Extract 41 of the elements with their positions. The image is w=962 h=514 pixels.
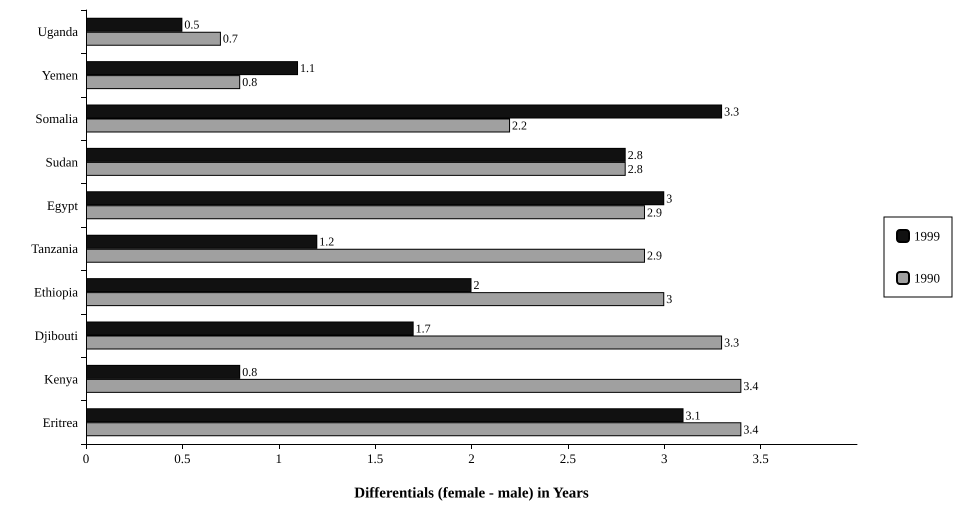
y-tick-label: Djibouti — [34, 328, 78, 343]
x-tick-label: 0.5 — [174, 451, 190, 466]
x-tick-label: 3 — [661, 451, 668, 466]
data-label: 0.8 — [242, 75, 258, 90]
data-label: 3 — [666, 292, 672, 306]
x-tick-label: 3.5 — [752, 451, 769, 466]
data-label: 2.9 — [646, 205, 662, 220]
data-label: 1.1 — [300, 61, 316, 76]
y-tick-label: Ethiopia — [34, 284, 78, 300]
x-tick-label: 1.5 — [367, 451, 384, 466]
y-tick-label: Kenya — [44, 371, 78, 386]
x-axis-title: Differentials (female - male) in Years — [354, 486, 589, 502]
data-label: 3.1 — [686, 408, 701, 422]
y-tick-label: Uganda — [38, 24, 78, 40]
data-label: 2.8 — [628, 162, 643, 176]
data-label: 2 — [474, 278, 480, 292]
y-tick-label: Sudan — [46, 154, 78, 170]
y-tick-label: Tanzania — [31, 241, 78, 256]
data-label: 2.9 — [646, 248, 662, 263]
data-label: 2.2 — [512, 118, 528, 132]
x-tick-label: 2.5 — [560, 451, 576, 466]
y-tick-label: Somalia — [35, 111, 78, 126]
x-tick-label: 2 — [468, 451, 475, 466]
y-tick-label: Yemen — [42, 68, 78, 83]
x-tick-label: 0 — [82, 451, 90, 466]
legend-label: 1990 — [914, 270, 940, 286]
data-label: 3 — [666, 191, 672, 206]
data-label: 0.5 — [184, 18, 200, 32]
data-label: 0.8 — [242, 364, 258, 379]
data-label: 1.2 — [319, 234, 334, 249]
data-label: 3.3 — [724, 104, 740, 118]
data-label: 1.7 — [416, 322, 431, 336]
data-label: 0.7 — [222, 32, 238, 46]
data-label: 2.8 — [628, 148, 643, 162]
data-label: 3.4 — [743, 378, 758, 393]
data-label: 3.4 — [743, 422, 758, 436]
x-tick-label: 1 — [276, 451, 282, 466]
y-tick-label: Eritrea — [42, 414, 78, 430]
data-label: 3.3 — [724, 336, 740, 350]
y-tick-label: Egypt — [46, 198, 78, 213]
legend-label: 1999 — [914, 228, 940, 244]
